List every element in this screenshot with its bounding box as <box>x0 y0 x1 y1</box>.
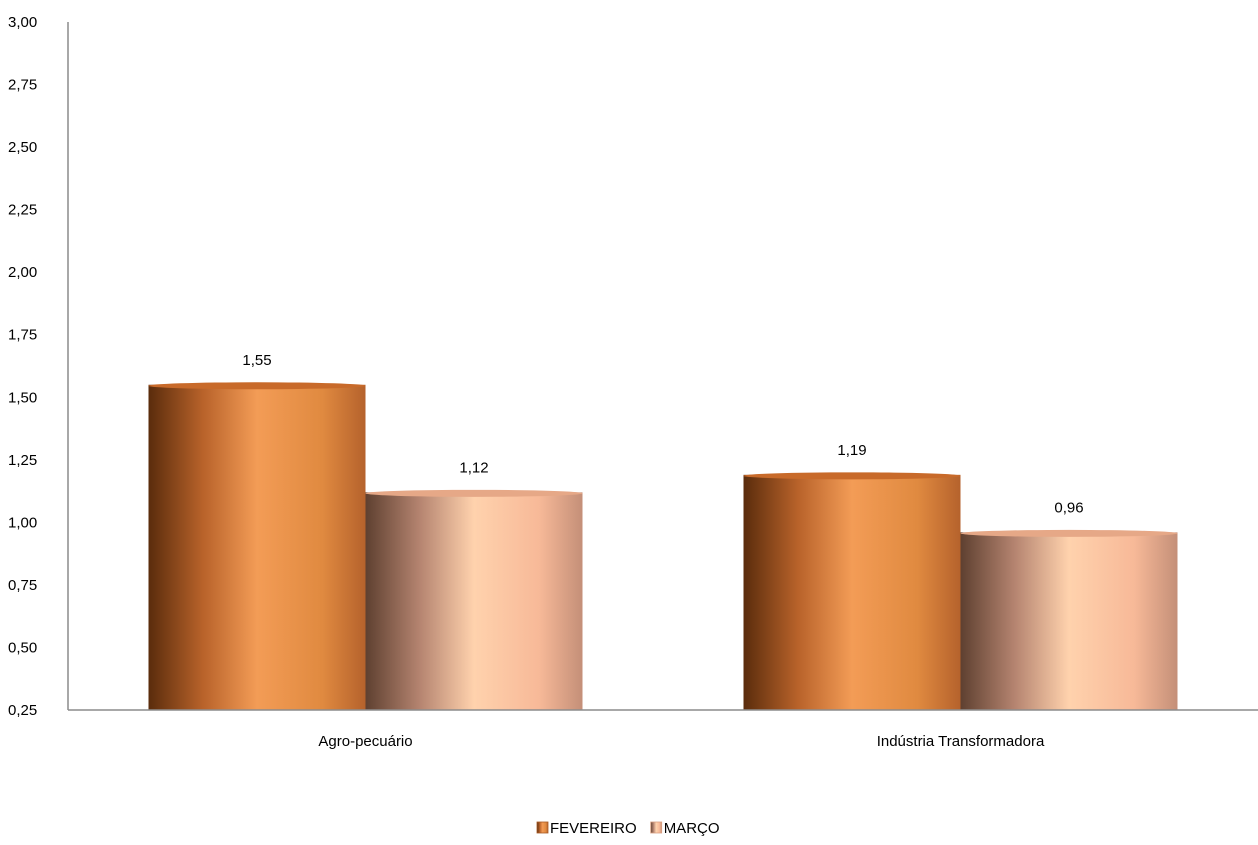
y-tick-label: 2,00 <box>8 264 37 281</box>
y-tick-label: 1,00 <box>8 514 37 531</box>
y-tick-label: 2,50 <box>8 139 37 156</box>
x-axis-categories: Agro-pecuário Indústria Transformadora <box>318 733 1045 750</box>
y-tick-label: 1,75 <box>8 327 37 344</box>
data-label: 1,12 <box>459 459 488 476</box>
y-tick-label: 2,25 <box>8 202 37 219</box>
bar-series-group <box>148 382 1178 710</box>
y-axis-ticks: 0,25 0,50 0,75 1,00 1,25 1,50 1,75 2,00 2,25 2,50… <box>8 14 37 719</box>
bar-cap <box>148 382 366 390</box>
legend-swatch-fevereiro <box>536 821 549 834</box>
y-tick-label: 1,25 <box>8 452 37 469</box>
y-tick-label: 0,75 <box>8 577 37 594</box>
legend-label: FEVEREIRO <box>550 820 637 837</box>
bar-fevereiro-1 <box>743 474 961 710</box>
y-tick-label: 0,50 <box>8 639 37 656</box>
x-category-label: Agro-pecuário <box>318 733 412 750</box>
data-labels-group: 1,55 1,12 1,19 0,96 <box>242 352 1083 517</box>
data-label: 1,19 <box>837 442 866 459</box>
y-tick-label: 0,25 <box>8 702 37 719</box>
bar-fevereiro-0 <box>148 384 366 710</box>
legend: FEVEREIRO MARÇO <box>536 820 720 837</box>
data-label: 1,55 <box>242 352 271 369</box>
y-tick-label: 2,75 <box>8 77 37 94</box>
y-tick-label: 1,50 <box>8 389 37 406</box>
bar-março-1 <box>960 532 1178 710</box>
bar-cap <box>960 529 1178 537</box>
x-category-label: Indústria Transformadora <box>877 733 1045 750</box>
legend-swatch-março <box>650 821 663 834</box>
data-label: 0,96 <box>1054 499 1083 516</box>
y-tick-label: 3,00 <box>8 14 37 31</box>
legend-label: MARÇO <box>664 820 720 837</box>
bar-cap <box>743 472 961 480</box>
bar-março-0 <box>365 492 583 710</box>
bar-cap <box>365 489 583 497</box>
